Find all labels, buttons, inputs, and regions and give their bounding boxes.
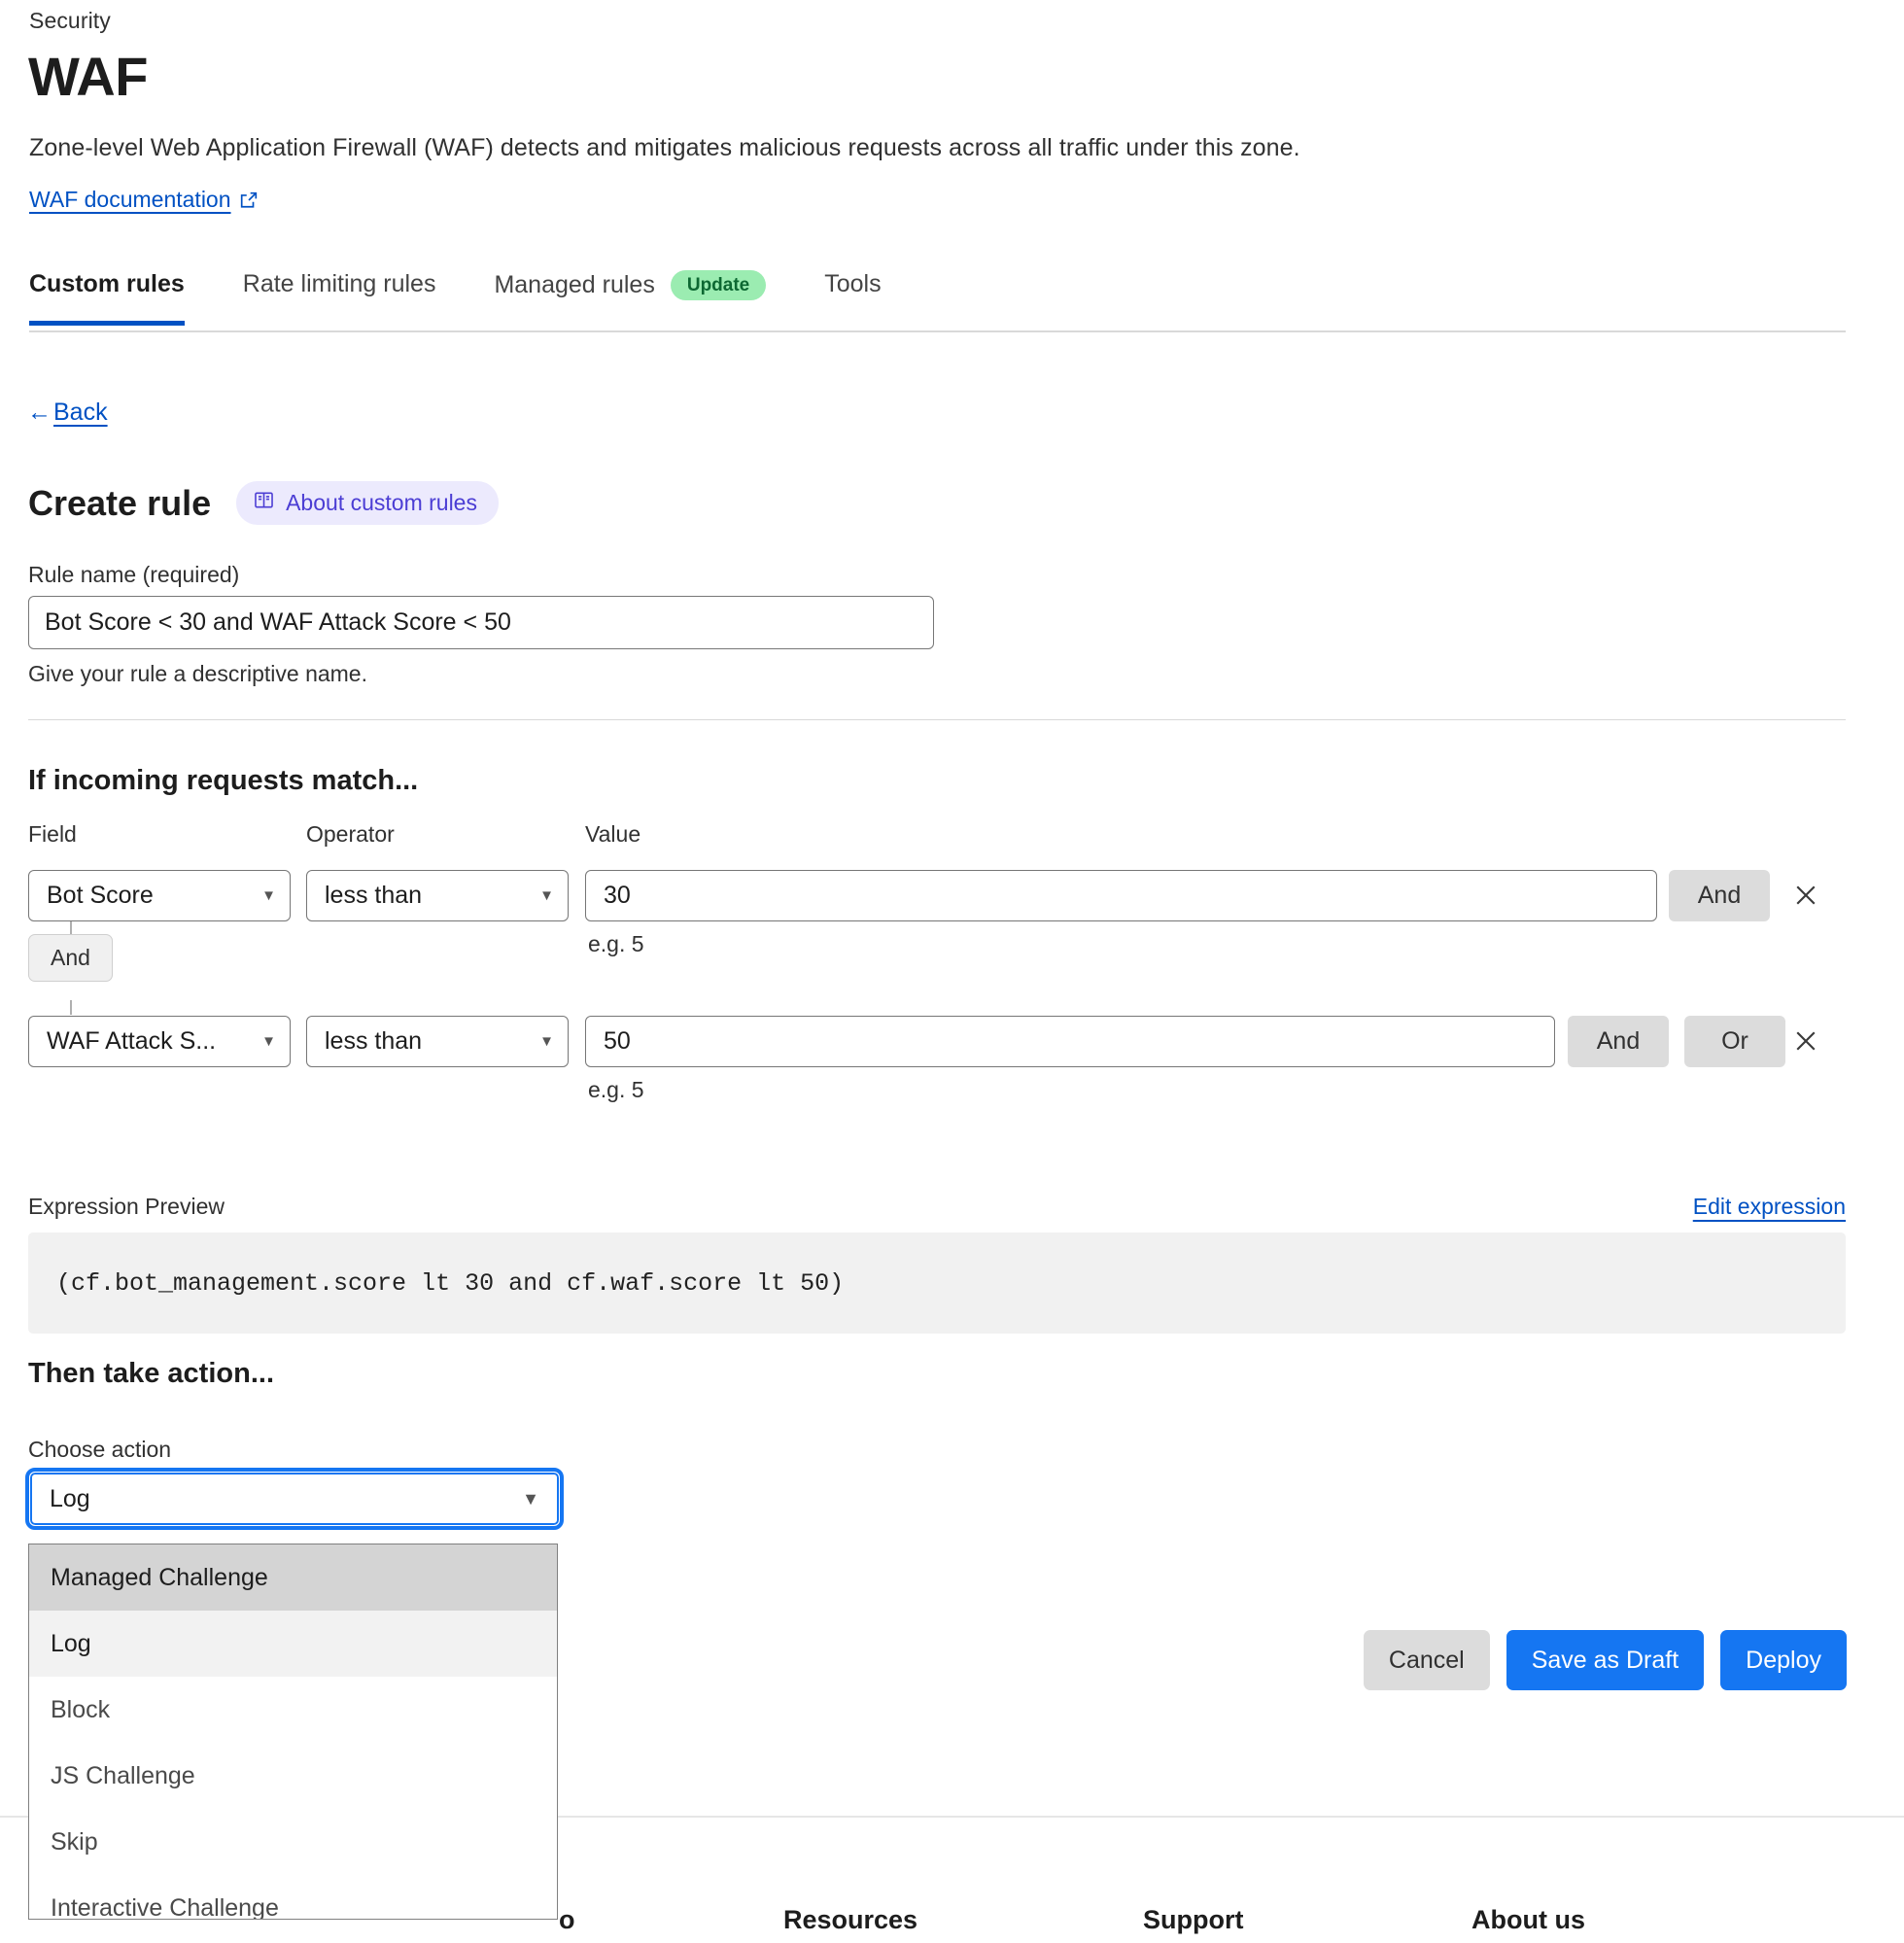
section-divider [28,719,1846,720]
column-header-field: Field [28,821,77,847]
tab-custom-rules[interactable]: Custom rules [29,262,185,326]
condition-connector: And [28,921,116,1015]
choose-action-select[interactable]: Log ▼ [25,1468,564,1530]
choose-action-dropdown: Managed Challenge Log Block JS Challenge… [28,1544,558,1920]
expression-preview-text: (cf.bot_management.score lt 30 and cf.wa… [56,1268,845,1298]
managed-rules-update-badge: Update [670,270,767,300]
book-icon [254,490,274,516]
connector-line-bottom [70,1000,72,1015]
dropdown-option-block[interactable]: Block [51,1695,111,1723]
connector-and-pill[interactable]: And [28,934,113,982]
dropdown-option-interactive-challenge[interactable]: Interactive Challenge [51,1893,279,1920]
about-custom-rules-pill[interactable]: About custom rules [236,481,499,525]
chevron-down-icon: ▼ [261,1033,276,1050]
close-icon [1796,885,1816,905]
about-custom-rules-label: About custom rules [286,490,477,515]
back-label: Back [53,399,108,426]
choose-action-label: Choose action [28,1437,172,1462]
condition-field-value-2: WAF Attack S... [47,1027,217,1055]
tab-managed-rules-label: Managed rules [494,271,655,298]
rule-name-input[interactable] [28,596,934,649]
tab-tools-label: Tools [824,270,882,297]
action-section-title: Then take action... [28,1358,274,1389]
deploy-button[interactable]: Deploy [1720,1630,1847,1690]
waf-documentation-label: WAF documentation [29,187,231,212]
close-icon [1796,1031,1816,1051]
tab-rate-limiting-rules-label: Rate limiting rules [242,270,436,297]
breadcrumb: Security [29,8,111,33]
chevron-down-icon: ▼ [522,1488,539,1509]
condition-and-button-1[interactable]: And [1669,870,1770,921]
form-action-buttons: Cancel Save as Draft Deploy [1363,1630,1847,1690]
choose-action-value: Log [50,1484,90,1512]
condition-value-input-2[interactable] [585,1016,1555,1067]
condition-operator-select-1[interactable]: less than ▼ [306,870,569,921]
tab-managed-rules[interactable]: Managed rules Update [494,262,767,326]
expression-preview-label: Expression Preview [28,1194,225,1219]
condition-field-select-2[interactable]: WAF Attack S... ▼ [28,1016,291,1067]
condition-value-hint-2: e.g. 5 [588,1077,644,1102]
external-link-icon [240,191,258,209]
dropdown-option-managed-challenge[interactable]: Managed Challenge [29,1544,557,1611]
page-title: WAF [28,46,148,107]
condition-or-button-2[interactable]: Or [1684,1016,1785,1067]
back-arrow-icon: ← [27,399,52,426]
cancel-button[interactable]: Cancel [1363,1630,1490,1690]
expression-preview-box: (cf.bot_management.score lt 30 and cf.wa… [28,1232,1846,1334]
tab-rate-limiting-rules[interactable]: Rate limiting rules [243,262,436,324]
dropdown-option-log[interactable]: Log [29,1611,557,1677]
dropdown-option-js-challenge[interactable]: JS Challenge [51,1761,195,1789]
dropdown-option-skip[interactable]: Skip [51,1827,98,1856]
chevron-down-icon: ▼ [539,887,554,904]
tab-bar: Custom rules Rate limiting rules Managed… [29,262,1846,332]
edit-expression-link[interactable]: Edit expression [1692,1194,1846,1219]
page-description: Zone-level Web Application Firewall (WAF… [29,134,1300,161]
footer-divider [0,1816,1904,1818]
match-section-title: If incoming requests match... [28,765,419,796]
rule-name-help: Give your rule a descriptive name. [28,661,367,686]
condition-and-button-2[interactable]: And [1568,1016,1669,1067]
column-header-value: Value [585,821,641,847]
column-header-operator: Operator [306,821,395,847]
footer-column-resources[interactable]: Resources [783,1905,918,1934]
back-link[interactable]: ← Back [27,399,108,427]
condition-operator-select-2[interactable]: less than ▼ [306,1016,569,1067]
tab-custom-rules-label: Custom rules [29,270,185,297]
condition-operator-value-2: less than [325,1027,423,1055]
tab-tools[interactable]: Tools [824,262,881,324]
chevron-down-icon: ▼ [261,887,276,904]
rule-name-label: Rule name (required) [28,562,240,587]
condition-value-hint-1: e.g. 5 [588,931,644,956]
footer-column-about-us[interactable]: About us [1471,1905,1585,1934]
create-rule-title: Create rule [28,482,212,523]
waf-documentation-link[interactable]: WAF documentation [29,187,258,213]
condition-remove-button-1[interactable] [1786,876,1825,915]
condition-remove-button-2[interactable] [1786,1022,1825,1060]
footer-column-support[interactable]: Support [1143,1905,1244,1934]
connector-line-top [70,921,72,936]
chevron-down-icon: ▼ [539,1033,554,1050]
condition-field-select-1[interactable]: Bot Score ▼ [28,870,291,921]
condition-operator-value-1: less than [325,882,423,909]
save-as-draft-button[interactable]: Save as Draft [1506,1630,1705,1690]
condition-field-value-1: Bot Score [47,882,154,909]
condition-value-input-1[interactable] [585,870,1657,921]
footer-column-partial: o [559,1905,575,1934]
create-rule-header: Create rule About custom rules [28,481,499,525]
